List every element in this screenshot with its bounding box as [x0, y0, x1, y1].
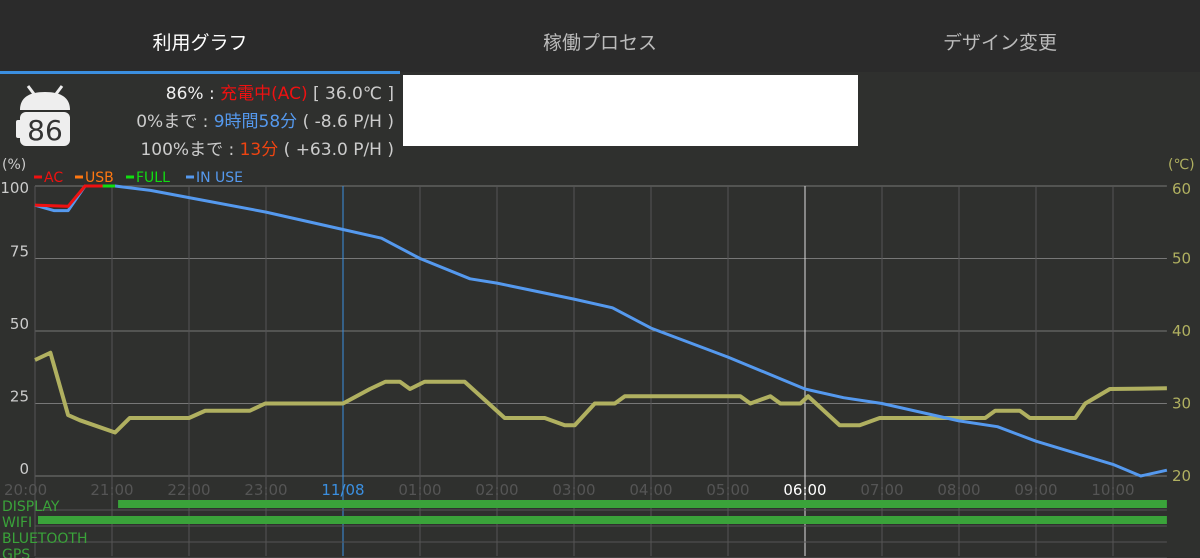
legend-label-usb: USB [85, 170, 114, 186]
charge-rate: ( +63.0 P/H ) [278, 140, 394, 160]
x-tick-label: 08:00 [937, 481, 980, 499]
to-full-time: 13分 [239, 140, 279, 160]
row-label-display: DISPLAY [2, 499, 60, 515]
y2-axis-label: (℃) [1168, 157, 1195, 173]
row-on-bar [38, 516, 1167, 524]
y-tick-label: 75 [10, 243, 29, 261]
y-tick-label: 100 [0, 179, 29, 197]
battery-percent: 86% : [165, 84, 221, 104]
legend-label-full: FULL [136, 170, 170, 186]
charging-status: 充電中(AC) [220, 84, 308, 104]
battery-ac-line [34, 184, 103, 208]
battery-level: 86 [27, 114, 63, 147]
x-tick-label: 05:00 [706, 481, 749, 499]
x-tick-label: 02:00 [475, 481, 518, 499]
y-tick-label: 25 [10, 388, 29, 406]
temperature-line [34, 350, 1167, 435]
x-tick-label: 07:00 [860, 481, 903, 499]
row-label-bluetooth: BLUETOOTH [2, 531, 87, 547]
row-label-gps: GPS [2, 547, 30, 558]
y2-tick-label: 60 [1172, 180, 1191, 198]
to-full-label: 100%まで : [140, 140, 240, 160]
x-tick-label: 10:00 [1091, 481, 1134, 499]
y-axis-label: (%) [2, 157, 26, 173]
y2-tick-label: 50 [1172, 250, 1191, 268]
x-tick-label: 03:00 [552, 481, 595, 499]
x-tick-label: 22:00 [167, 481, 210, 499]
to-empty-label: 0%まで : [136, 112, 214, 132]
discharge-rate: ( -8.6 P/H ) [297, 112, 394, 132]
x-tick-label: 04:00 [629, 481, 672, 499]
y2-tick-label: 20 [1172, 467, 1191, 485]
temperature-text: [ 36.0℃ ] [307, 84, 394, 104]
battery-inuse-line [34, 184, 1168, 478]
battery-info: 86% : 充電中(AC) [ 36.0℃ ] 0%まで : 9時間58分 ( … [80, 80, 394, 164]
x-tick-label: 01:00 [398, 481, 441, 499]
row-on-bar [118, 500, 1167, 508]
x-tick-label: 20:00 [4, 481, 47, 499]
tab-bar: 利用グラフ 稼働プロセス デザイン変更 [0, 0, 1200, 72]
x-tick-label: 23:00 [244, 481, 287, 499]
ad-area [403, 75, 858, 146]
y2-tick-label: 30 [1172, 395, 1191, 413]
tab-running-processes[interactable]: 稼働プロセス [542, 31, 657, 54]
y-tick-label: 50 [10, 315, 29, 333]
x-tick-label: 09:00 [1014, 481, 1057, 499]
y-tick-label: 0 [19, 460, 29, 478]
x-tick-label: 21:00 [90, 481, 133, 499]
y2-tick-label: 40 [1172, 322, 1191, 340]
tab-design-change[interactable]: デザイン変更 [942, 31, 1057, 54]
legend-label-ac: AC [44, 170, 63, 186]
tab-usage-graph[interactable]: 利用グラフ [152, 31, 248, 54]
x-tick-label: 06:00 [783, 481, 826, 499]
active-tab-indicator [0, 71, 400, 74]
legend-label-in-use: IN USE [196, 170, 243, 186]
x-tick-label: 11/08 [321, 481, 364, 499]
row-label-wifi: WIFI [2, 515, 32, 531]
battery-android-icon: 86 [14, 84, 76, 148]
to-empty-time: 9時間58分 [213, 112, 298, 132]
